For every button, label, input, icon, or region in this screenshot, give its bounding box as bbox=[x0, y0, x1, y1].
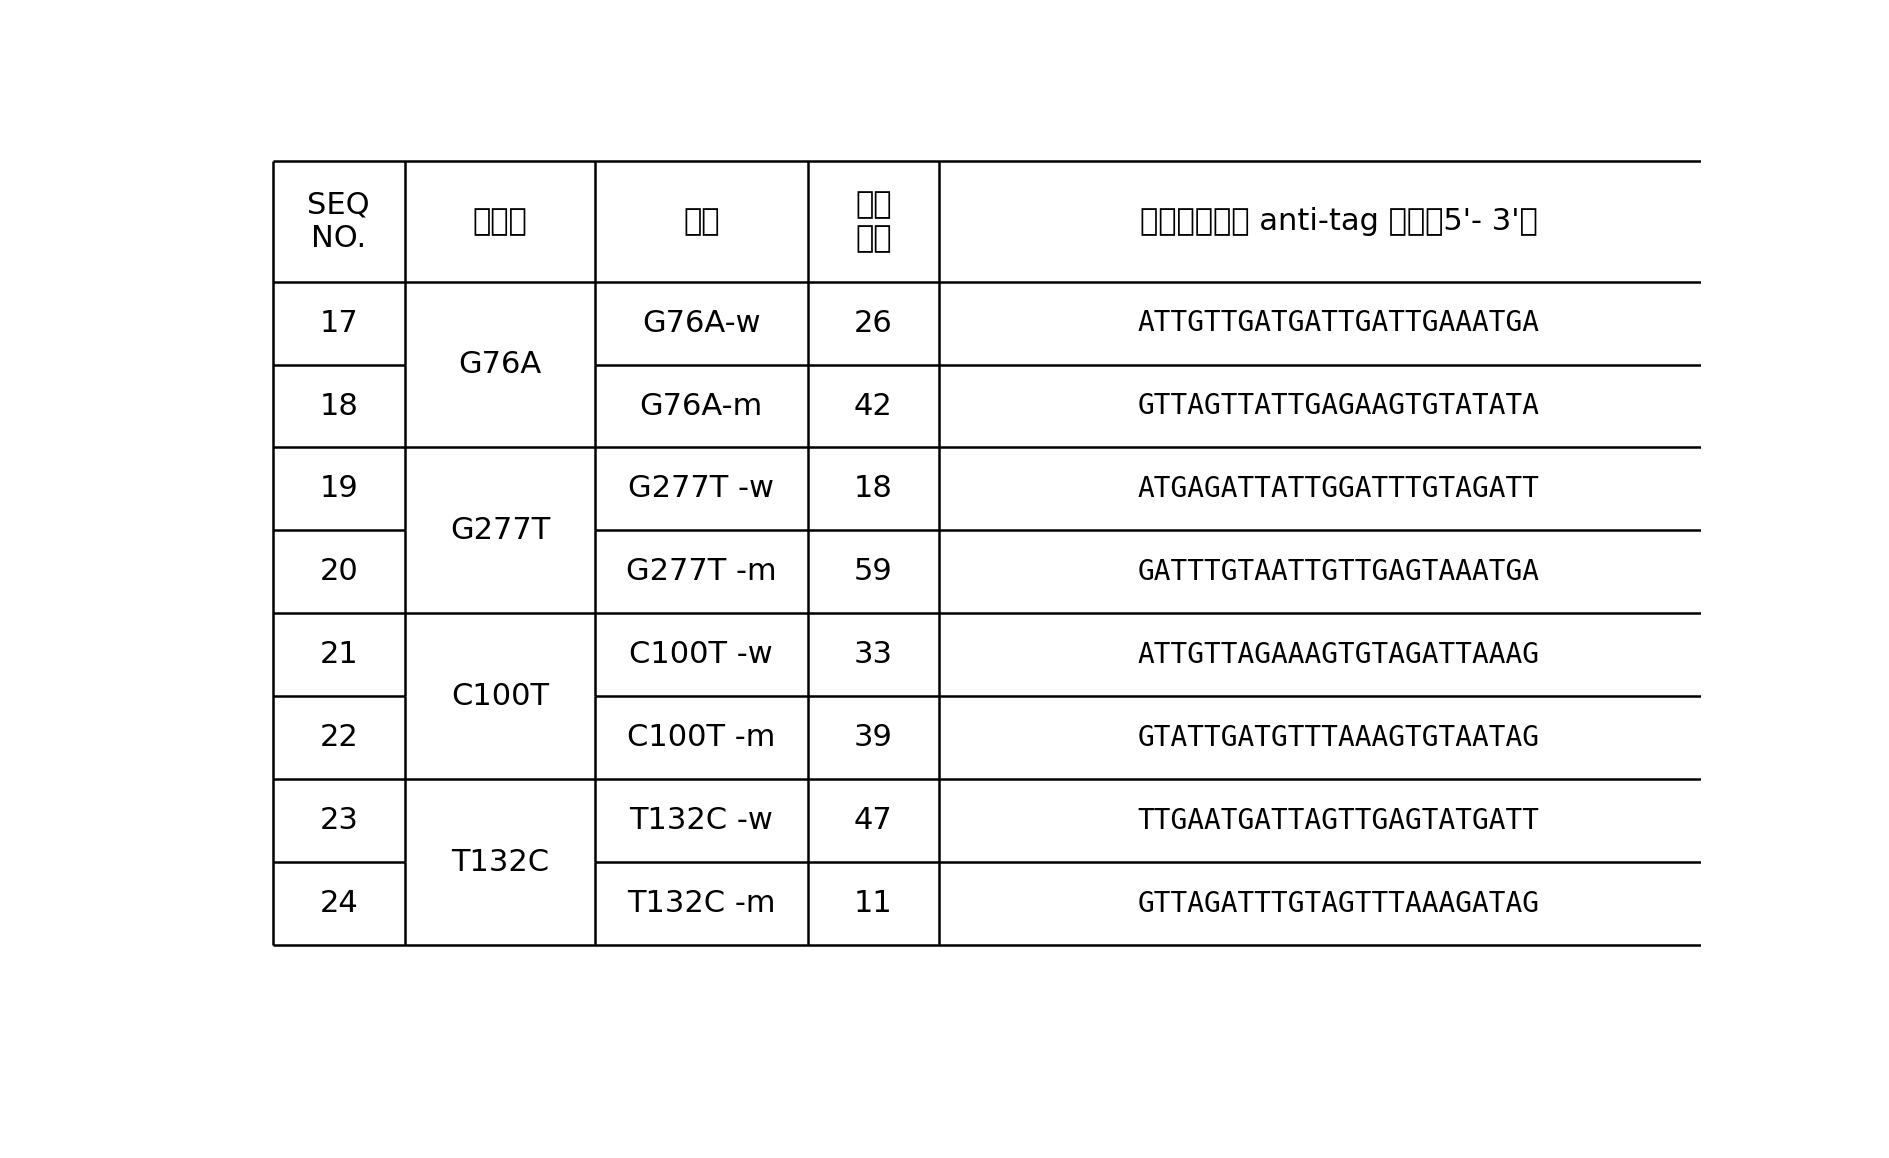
Text: T132C -m: T132C -m bbox=[627, 889, 774, 918]
Text: G76A-w: G76A-w bbox=[642, 308, 759, 338]
Text: ATTGTTGATGATTGATTGAAATGA: ATTGTTGATGATTGATTGAAATGA bbox=[1137, 309, 1540, 337]
Text: 20: 20 bbox=[319, 557, 359, 586]
Text: 42: 42 bbox=[854, 391, 892, 420]
Text: 微球上对应的 anti-tag 序列（5'- 3'）: 微球上对应的 anti-tag 序列（5'- 3'） bbox=[1139, 207, 1536, 236]
Text: T132C: T132C bbox=[451, 848, 548, 877]
Text: ATTGTTAGAAAGTGTAGATTAAAG: ATTGTTAGAAAGTGTAGATTAAAG bbox=[1137, 640, 1540, 669]
Text: G76A: G76A bbox=[457, 350, 542, 379]
Text: 18: 18 bbox=[319, 391, 359, 420]
Text: 24: 24 bbox=[319, 889, 359, 918]
Text: G277T: G277T bbox=[450, 516, 550, 545]
Text: 微球
编号: 微球 编号 bbox=[854, 190, 892, 252]
Text: 11: 11 bbox=[854, 889, 892, 918]
Text: 类型: 类型 bbox=[682, 207, 720, 236]
Text: ATGAGATTATTGGATTTGTAGATT: ATGAGATTATTGGATTTGTAGATT bbox=[1137, 475, 1540, 503]
Text: 17: 17 bbox=[319, 308, 359, 338]
Text: G76A-m: G76A-m bbox=[638, 391, 763, 420]
Text: C100T -w: C100T -w bbox=[629, 640, 773, 669]
Text: T132C -w: T132C -w bbox=[629, 806, 773, 835]
Text: 26: 26 bbox=[854, 308, 892, 338]
Text: 18: 18 bbox=[854, 475, 892, 504]
Text: GTTAGATTTGTAGTTTAAAGATAG: GTTAGATTTGTAGTTTAAAGATAG bbox=[1137, 889, 1540, 917]
Text: G277T -w: G277T -w bbox=[627, 475, 774, 504]
Text: SEQ
NO.: SEQ NO. bbox=[308, 190, 370, 252]
Text: 23: 23 bbox=[319, 806, 359, 835]
Text: 22: 22 bbox=[319, 724, 359, 753]
Text: C100T: C100T bbox=[451, 682, 548, 711]
Text: 19: 19 bbox=[319, 475, 359, 504]
Text: G277T -m: G277T -m bbox=[625, 557, 776, 586]
Text: 21: 21 bbox=[319, 640, 359, 669]
Text: GATTTGTAATTGTTGAGTAAATGA: GATTTGTAATTGTTGAGTAAATGA bbox=[1137, 558, 1540, 586]
Text: 基因型: 基因型 bbox=[472, 207, 527, 236]
Text: 39: 39 bbox=[854, 724, 892, 753]
Text: 59: 59 bbox=[854, 557, 892, 586]
Text: 47: 47 bbox=[854, 806, 892, 835]
Text: C100T -m: C100T -m bbox=[627, 724, 774, 753]
Text: 33: 33 bbox=[854, 640, 892, 669]
Text: GTATTGATGTTTAAAGTGTAATAG: GTATTGATGTTTAAAGTGTAATAG bbox=[1137, 724, 1540, 752]
Text: TTGAATGATTAGTTGAGTATGATT: TTGAATGATTAGTTGAGTATGATT bbox=[1137, 807, 1540, 835]
Text: GTTAGTTATTGAGAAGTGTATATA: GTTAGTTATTGAGAAGTGTATATA bbox=[1137, 393, 1540, 420]
